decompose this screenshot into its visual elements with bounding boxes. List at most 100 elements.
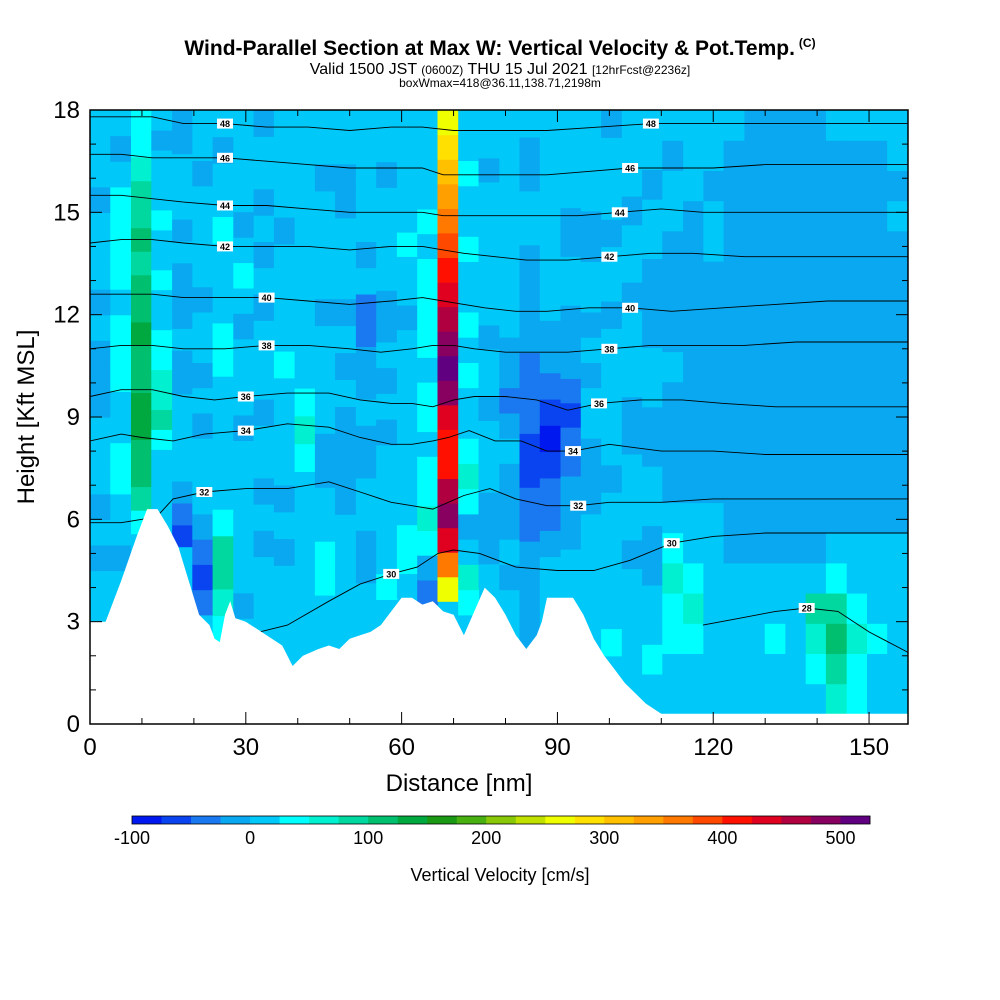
field-cell	[744, 200, 766, 232]
field-cell	[151, 369, 173, 390]
field-cell	[887, 200, 908, 232]
field-cell	[376, 444, 398, 472]
field-cell	[458, 185, 480, 212]
field-cell	[437, 159, 459, 185]
contour-label-bg	[565, 446, 581, 457]
field-cell	[233, 237, 255, 264]
field-cell	[110, 110, 132, 137]
field-cell	[151, 149, 173, 171]
field-cell	[703, 411, 725, 443]
field-cell	[764, 532, 787, 564]
field-cell	[703, 653, 725, 685]
contour-label: 30	[386, 569, 396, 579]
field-cell	[764, 381, 787, 413]
field-cell	[662, 260, 684, 292]
contour-label-bg	[217, 118, 233, 129]
contour-label: 38	[262, 341, 272, 351]
field-cell	[621, 196, 643, 226]
field-cell	[887, 411, 908, 443]
field-cell	[314, 190, 336, 219]
field-cell	[723, 411, 745, 443]
field-cell	[212, 402, 234, 430]
field-cell	[90, 417, 111, 444]
field-cell	[172, 153, 193, 177]
field-cell	[703, 351, 725, 383]
field-cell	[580, 438, 602, 464]
valid-utc: (0600Z)	[421, 63, 464, 77]
field-cell	[172, 481, 193, 504]
field-cell	[785, 351, 807, 383]
field-cell	[212, 216, 234, 244]
field-cell	[314, 622, 336, 650]
colorbar-swatch	[220, 816, 251, 824]
field-cell	[519, 595, 541, 623]
field-cell	[396, 573, 418, 599]
colorbar-swatch	[486, 816, 517, 824]
contour-label: 34	[568, 447, 578, 457]
field-cell	[846, 502, 868, 534]
field-cell	[396, 305, 418, 331]
field-cell	[580, 463, 602, 490]
field-cell	[601, 164, 623, 193]
field-cell	[458, 387, 480, 414]
field-cell	[151, 469, 173, 490]
field-cell	[233, 135, 255, 162]
contour-label: 44	[615, 208, 625, 218]
field-cell	[601, 464, 623, 493]
field-cell	[90, 544, 111, 572]
theta-contour-36	[90, 389, 908, 411]
field-cell	[376, 135, 398, 163]
contour-label: 48	[646, 119, 656, 129]
field-cell	[273, 297, 296, 325]
field-cell	[294, 415, 316, 445]
field-cell	[785, 110, 807, 141]
field-cell	[314, 595, 336, 623]
field-cell	[131, 180, 152, 205]
field-cell	[805, 472, 827, 504]
field-cell	[233, 592, 255, 619]
field-cell	[825, 351, 848, 383]
contour-label-bg	[383, 568, 400, 579]
x-tick-label: 0	[83, 734, 96, 761]
field-cell	[376, 496, 398, 523]
field-cell	[294, 527, 316, 556]
field-cell	[212, 455, 234, 484]
field-cell	[192, 438, 214, 464]
contour-label-bg	[217, 241, 233, 252]
field-cell	[519, 406, 541, 434]
forecast-info: [12hrFcst@2236z]	[591, 63, 691, 77]
field-cell	[437, 257, 459, 283]
field-cell	[703, 532, 725, 564]
field-cell	[355, 346, 377, 374]
field-cell	[192, 387, 214, 414]
field-cell	[376, 316, 398, 343]
field-cell	[846, 260, 868, 292]
field-cell	[601, 546, 623, 575]
field-cell	[110, 289, 132, 316]
field-cell	[764, 442, 787, 473]
field-cell	[131, 204, 152, 229]
field-cell	[539, 451, 562, 479]
field-cell	[662, 502, 684, 534]
field-cell	[846, 381, 868, 413]
field-cell	[764, 623, 787, 654]
contour-label: 32	[573, 501, 583, 511]
field-cell	[805, 653, 827, 685]
field-cell	[253, 451, 275, 479]
field-cell	[172, 437, 193, 460]
field-cell	[417, 481, 439, 507]
field-cell	[662, 140, 684, 171]
field-cell	[131, 133, 152, 158]
field-cell	[294, 582, 316, 611]
field-cell	[601, 137, 623, 166]
field-cell	[233, 160, 255, 187]
field-cell	[131, 392, 152, 417]
field-cell	[90, 570, 111, 597]
field-cell	[867, 291, 888, 322]
field-cell	[376, 470, 398, 497]
field-cell	[703, 140, 725, 171]
field-cell	[437, 232, 459, 258]
field-cell	[172, 459, 193, 482]
contour-label: 42	[604, 252, 614, 262]
field-cell	[273, 484, 296, 513]
